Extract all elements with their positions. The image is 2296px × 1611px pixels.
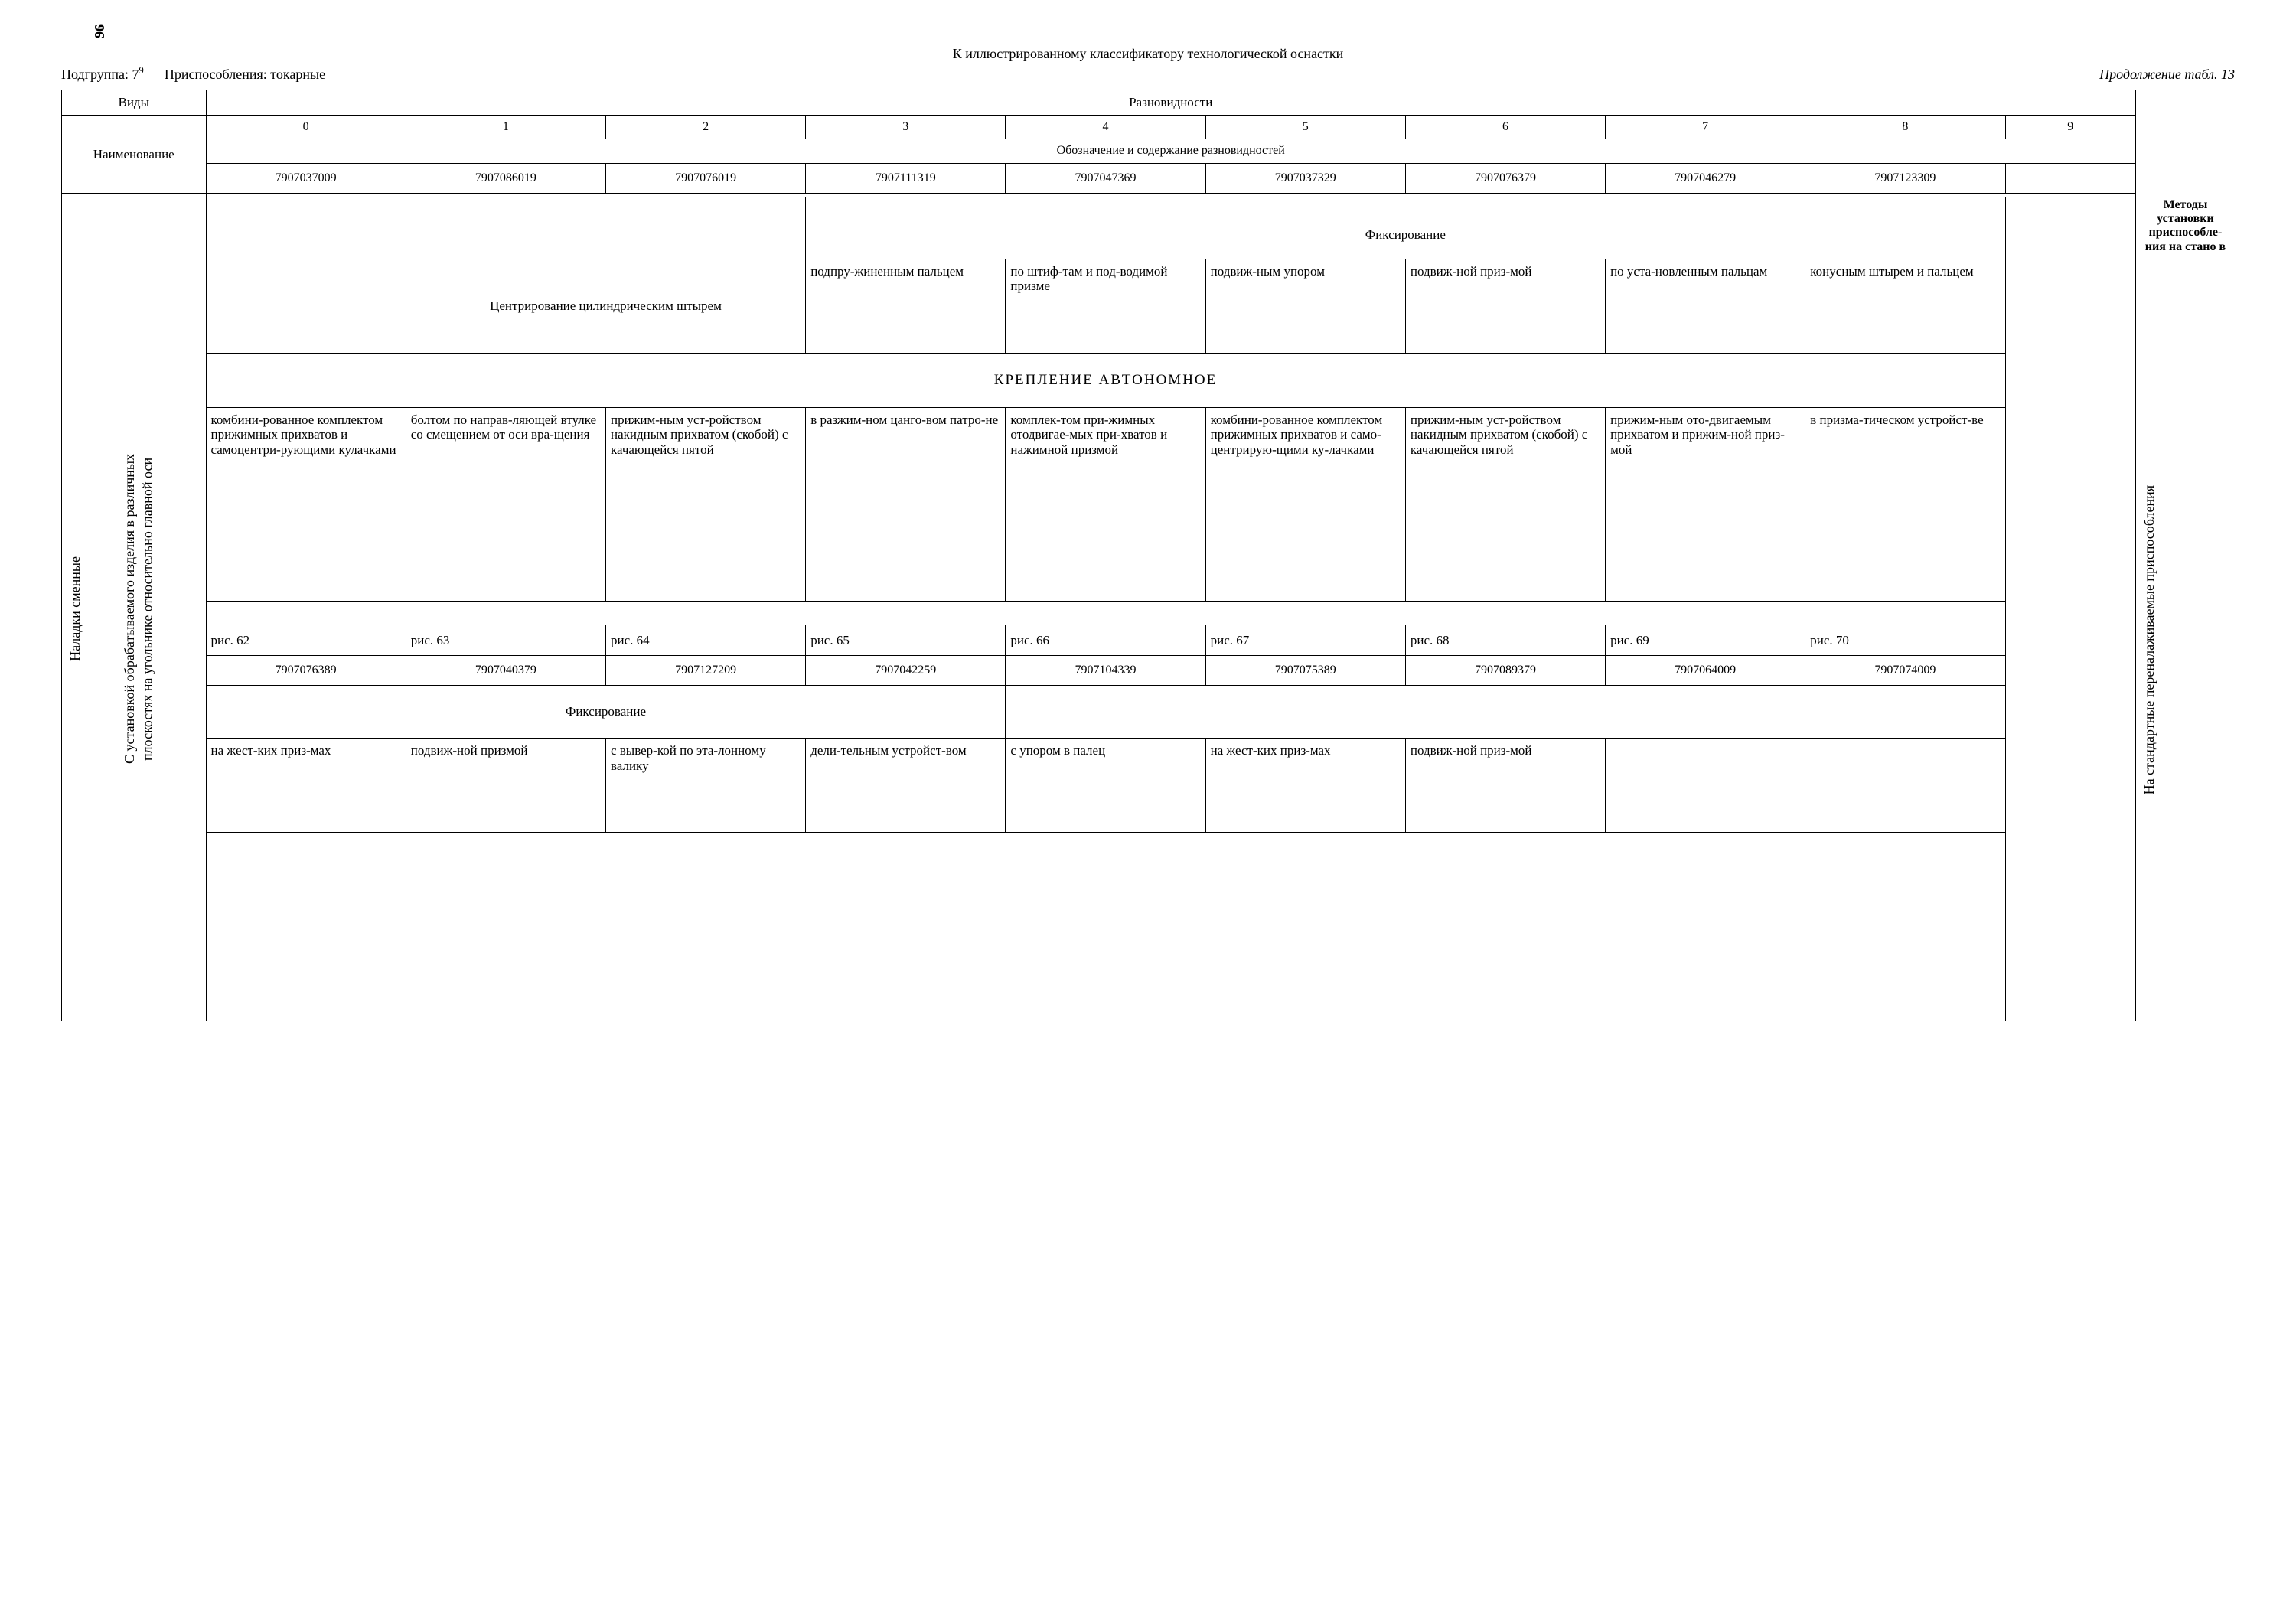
body-cell: на жест-ких приз-мах	[1205, 738, 1405, 832]
num-cell: 7	[1606, 115, 1805, 139]
table-row: комбини-рованное комплектом прижимных пр…	[62, 407, 2236, 601]
code-cell: 7907123309	[1805, 163, 2005, 193]
body-cell: подвиж-ной приз-мой	[1405, 738, 1605, 832]
body-cell: конусным штырем и пальцем	[1805, 259, 2005, 353]
code-cell: 7907075389	[1205, 656, 1405, 686]
col-naim: Наименование	[62, 115, 207, 193]
table-row: Центрирование цилиндрическим штырем подп…	[62, 259, 2236, 353]
code-cell: 7907089379	[1405, 656, 1605, 686]
table-row: Обозначение и содержание разновидностей	[62, 139, 2236, 163]
num-cell: 2	[605, 115, 805, 139]
fig-cell: рис. 68	[1405, 625, 1605, 656]
subgroup-title: Приспособления: токарные	[165, 67, 325, 82]
num-cell: 8	[1805, 115, 2005, 139]
body-cell: дели-тельным устройст-вом	[806, 738, 1006, 832]
fig-cell: рис. 66	[1006, 625, 1205, 656]
vert-text-1: Наладки сменные	[67, 556, 84, 661]
fig-cell: рис. 69	[1606, 625, 1805, 656]
code-cell: 7907086019	[406, 163, 605, 193]
col-vidy: Виды	[62, 90, 207, 116]
body-cell: прижим-ным ото-двигаемым прихватом и при…	[1606, 407, 1805, 601]
table-row: на жест-ких приз-мах подвиж-ной призмой …	[62, 738, 2236, 832]
subgroup-sup: 9	[139, 65, 144, 76]
fig-cell: рис. 70	[1805, 625, 2005, 656]
code-cell: 7907042259	[806, 656, 1006, 686]
body-cell: на жест-ких приз-мах	[206, 738, 406, 832]
table-row: Фиксирование	[62, 686, 2236, 739]
header-continuation: Продолжение табл. 13	[2099, 67, 2235, 83]
body-cell: подпру-жиненным пальцем	[806, 259, 1006, 353]
code-cell: 7907064009	[1606, 656, 1805, 686]
code-cell: 7907111319	[806, 163, 1006, 193]
vert-col-right: На стандартные переналаживаемые приспосо…	[2135, 259, 2235, 1021]
table-row: Виды Разновидности	[62, 90, 2236, 116]
code-cell: 7907040379	[406, 656, 605, 686]
code-cell	[2005, 163, 2135, 193]
table-row: 7907076389 7907040379 7907127209 7907042…	[62, 656, 2236, 686]
code-cell: 7907076389	[206, 656, 406, 686]
body-cell: с упором в палец	[1006, 738, 1205, 832]
section-fix: Фиксирование	[806, 197, 2005, 259]
num-cell: 6	[1405, 115, 1605, 139]
body-cell: с вывер-кой по эта-лонному валику	[605, 738, 805, 832]
code-cell: 7907104339	[1006, 656, 1205, 686]
vert-text-2: С установкой обрабатываемого изделия в р…	[121, 454, 157, 764]
code-cell: 7907037009	[206, 163, 406, 193]
page-header: К иллюстрированному классификатору техно…	[61, 46, 2235, 62]
fig-cell: рис. 67	[1205, 625, 1405, 656]
fig-cell: рис. 63	[406, 625, 605, 656]
fig-cell: рис. 62	[206, 625, 406, 656]
code-cell: 7907047369	[1006, 163, 1205, 193]
body-cell: по штиф-там и под-водимой призме	[1006, 259, 1205, 353]
code-cell: 7907046279	[1606, 163, 1805, 193]
col-raznov: Разновидности	[206, 90, 2135, 116]
vert-col-2: С установкой обрабатываемого изделия в р…	[116, 197, 206, 1021]
body-cell: прижим-ным уст-ройством накидным прихват…	[605, 407, 805, 601]
num-cell: 0	[206, 115, 406, 139]
num-cell: 1	[406, 115, 605, 139]
body-cell: комбини-рованное комплектом прижимных пр…	[206, 407, 406, 601]
header-title: К иллюстрированному классификатору техно…	[260, 46, 2036, 62]
num-cell: 5	[1205, 115, 1405, 139]
body-cell: болтом по направ-ляющей втулке со смещен…	[406, 407, 605, 601]
page-number: 96	[92, 24, 108, 38]
row1-merged: Центрирование цилиндрическим штырем	[406, 259, 805, 353]
section-krep: КРЕПЛЕНИЕ АВТОНОМНОЕ	[206, 353, 2005, 407]
body-cell: в разжим-ном цанго-вом патро-не	[806, 407, 1006, 601]
body-cell: комплек-том при-жимных отодвигае-мых при…	[1006, 407, 1205, 601]
body-cell: подвиж-ной приз-мой	[1405, 259, 1605, 353]
num-cell: 9	[2005, 115, 2135, 139]
code-cell: 7907076019	[605, 163, 805, 193]
code-cell: 7907076379	[1405, 163, 1605, 193]
col-methods: Методы установки приспособле-ния на стан…	[2135, 194, 2235, 259]
section-fix2: Фиксирование	[206, 686, 1006, 739]
body-cell: по уста-новленным пальцам	[1606, 259, 1805, 353]
subgroup-label: Подгруппа: 7	[61, 67, 139, 82]
blank-meth-top	[2135, 90, 2235, 194]
table-row: Наименование 0 1 2 3 4 5 6 7 8 9	[62, 115, 2236, 139]
vert-text-right: На стандартные переналаживаемые приспосо…	[2141, 485, 2158, 794]
table-row: КРЕПЛЕНИЕ АВТОНОМНОЕ	[62, 353, 2236, 407]
body-cell: комбини-рованное комплектом прижимных пр…	[1205, 407, 1405, 601]
body-cell: подвиж-ной призмой	[406, 738, 605, 832]
table-row: Наладки сменные С установкой обрабатывае…	[62, 197, 2236, 259]
code-cell: 7907074009	[1805, 656, 2005, 686]
col-oboz: Обозначение и содержание разновидностей	[206, 139, 2135, 163]
fig-cell: рис. 64	[605, 625, 805, 656]
subgroup: Подгруппа: 79 Приспособления: токарные	[61, 65, 325, 83]
num-cell: 4	[1006, 115, 1205, 139]
body-cell: прижим-ным уст-ройством накидным прихват…	[1405, 407, 1605, 601]
code-cell: 7907127209	[605, 656, 805, 686]
main-table: Виды Разновидности Наименование 0 1 2 3 …	[61, 90, 2235, 1021]
num-cell: 3	[806, 115, 1006, 139]
table-row: рис. 62 рис. 63 рис. 64 рис. 65 рис. 66 …	[62, 625, 2236, 656]
body-cell: подвиж-ным упором	[1205, 259, 1405, 353]
body-cell: в призма-тическом устройст-ве	[1805, 407, 2005, 601]
code-cell: 7907037329	[1205, 163, 1405, 193]
fig-cell: рис. 65	[806, 625, 1006, 656]
table-row: 7907037009 7907086019 7907076019 7907111…	[62, 163, 2236, 193]
vert-col-1: Наладки сменные	[62, 197, 116, 1021]
